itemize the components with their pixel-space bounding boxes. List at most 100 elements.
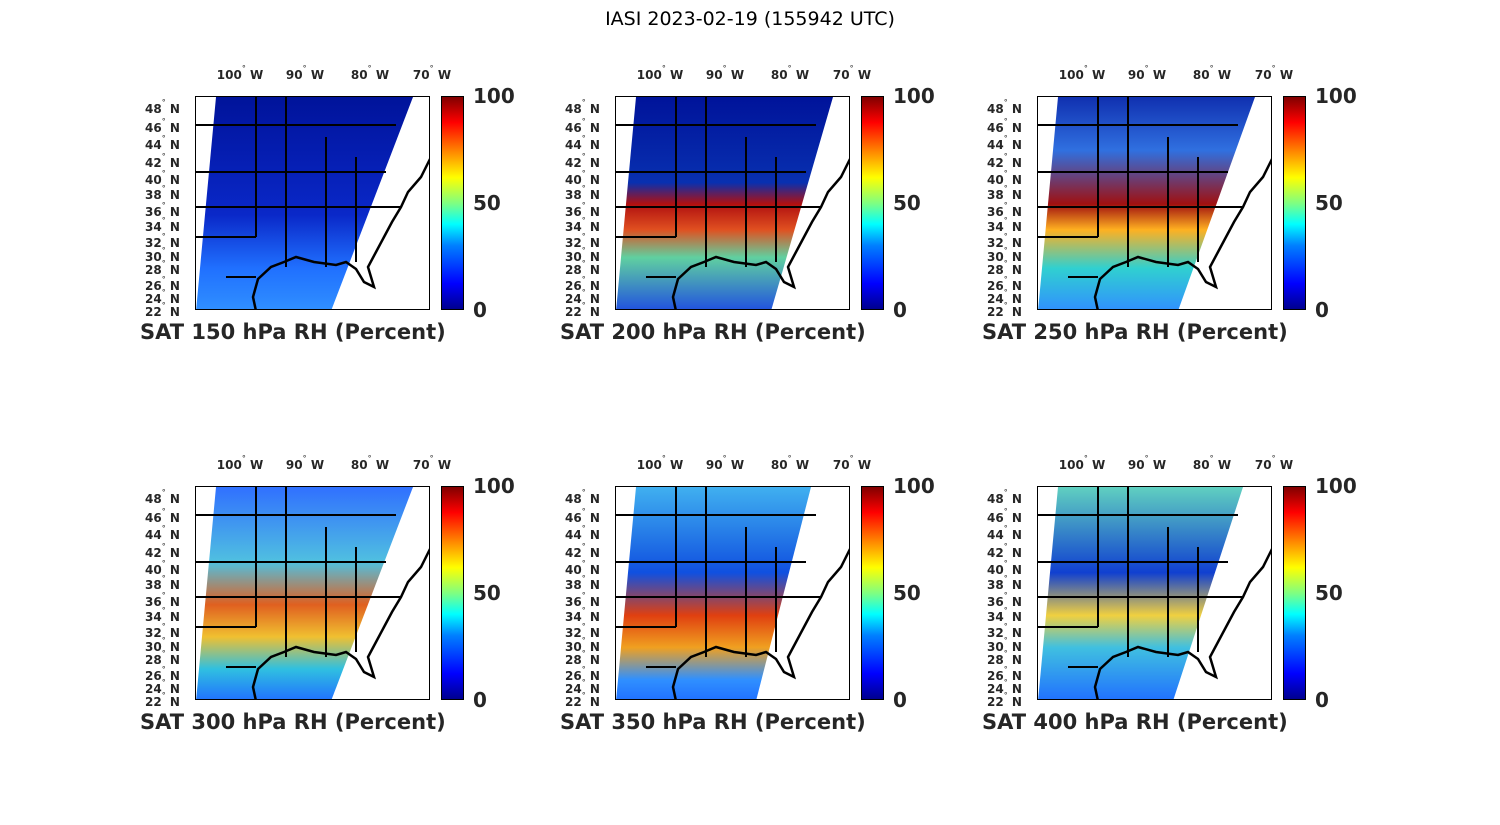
lat-tick-label: 36° N <box>565 591 600 609</box>
lat-tick-label: 44° N <box>145 524 180 542</box>
colorbar-tick-label: 50 <box>473 581 501 605</box>
colorbar <box>441 96 464 310</box>
lat-tick-label: 22° N <box>145 301 180 319</box>
satellite-swath <box>616 97 833 309</box>
colorbar-tick-label: 0 <box>893 298 907 322</box>
lat-tick-label: 44° N <box>565 524 600 542</box>
lat-tick-label: 28° N <box>987 259 1022 277</box>
lat-tick-label: 38° N <box>145 574 180 592</box>
colorbar-tick-label: 100 <box>1315 84 1357 108</box>
lon-tick-label: 90° W <box>1127 64 1167 82</box>
lat-tick-label: 46° N <box>565 117 600 135</box>
lat-tick-label: 32° N <box>565 622 600 640</box>
lat-tick-label: 44° N <box>987 524 1022 542</box>
lat-tick-label: 34° N <box>565 606 600 624</box>
lat-tick-label: 32° N <box>987 232 1022 250</box>
lat-tick-label: 38° N <box>987 184 1022 202</box>
colorbar-tick-label: 50 <box>893 581 921 605</box>
lon-tick-label: 70° W <box>412 454 452 472</box>
lat-tick-label: 32° N <box>145 622 180 640</box>
lat-tick-label: 40° N <box>987 169 1022 187</box>
lat-tick-label: 28° N <box>987 649 1022 667</box>
lat-tick-label: 26° N <box>565 275 600 293</box>
lat-tick-label: 22° N <box>145 691 180 709</box>
lat-tick-label: 26° N <box>987 665 1022 683</box>
colorbar <box>1283 96 1306 310</box>
lat-tick-label: 48° N <box>145 98 180 116</box>
panel-title: SAT 200 hPa RH (Percent) <box>560 320 866 344</box>
lat-tick-label: 48° N <box>565 98 600 116</box>
coastline <box>251 548 429 699</box>
lat-tick-label: 44° N <box>145 134 180 152</box>
lat-tick-label: 22° N <box>565 301 600 319</box>
lat-tick-label: 46° N <box>987 507 1022 525</box>
colorbar-tick-label: 100 <box>893 474 935 498</box>
satellite-swath <box>196 487 413 699</box>
lat-tick-label: 34° N <box>987 606 1022 624</box>
lat-tick-label: 24° N <box>987 288 1022 306</box>
lon-tick-label: 70° W <box>832 64 872 82</box>
colorbar-tick-label: 50 <box>1315 581 1343 605</box>
lat-tick-label: 24° N <box>987 678 1022 696</box>
lat-tick-label: 48° N <box>987 488 1022 506</box>
lon-tick-label: 100° W <box>216 454 264 472</box>
lon-tick-label: 90° W <box>705 64 745 82</box>
colorbar <box>861 96 884 310</box>
lon-tick-label: 90° W <box>285 64 325 82</box>
lat-tick-label: 38° N <box>987 574 1022 592</box>
colorbar-tick-label: 0 <box>1315 688 1329 712</box>
lat-tick-label: 22° N <box>987 301 1022 319</box>
satellite-swath <box>616 487 811 699</box>
lat-tick-label: 24° N <box>145 288 180 306</box>
lat-tick-label: 38° N <box>145 184 180 202</box>
panel-title: SAT 350 hPa RH (Percent) <box>560 710 866 734</box>
colorbar-tick-label: 0 <box>473 298 487 322</box>
lat-tick-label: 36° N <box>987 591 1022 609</box>
lat-tick-label: 34° N <box>145 606 180 624</box>
colorbar <box>441 486 464 700</box>
lon-tick-label: 70° W <box>1254 64 1294 82</box>
state-borders <box>616 487 821 668</box>
lon-tick-label: 70° W <box>1254 454 1294 472</box>
lat-tick-label: 24° N <box>565 678 600 696</box>
lat-tick-label: 30° N <box>145 246 180 264</box>
lat-tick-label: 22° N <box>565 691 600 709</box>
lon-tick-label: 80° W <box>770 64 810 82</box>
lat-tick-label: 24° N <box>565 288 600 306</box>
lat-tick-label: 48° N <box>987 98 1022 116</box>
colorbar-tick-label: 0 <box>893 688 907 712</box>
rh-map <box>195 486 430 700</box>
lat-tick-label: 34° N <box>145 216 180 234</box>
lat-tick-label: 46° N <box>145 117 180 135</box>
lat-tick-label: 28° N <box>565 649 600 667</box>
colorbar-tick-label: 50 <box>1315 191 1343 215</box>
satellite-swath <box>1038 97 1255 309</box>
lat-tick-label: 40° N <box>987 559 1022 577</box>
lat-tick-label: 26° N <box>145 665 180 683</box>
lon-tick-label: 80° W <box>770 454 810 472</box>
lon-tick-label: 100° W <box>636 454 684 472</box>
lat-tick-label: 30° N <box>987 636 1022 654</box>
lat-tick-label: 30° N <box>145 636 180 654</box>
lon-tick-label: 80° W <box>1192 454 1232 472</box>
state-borders <box>196 97 401 278</box>
state-borders <box>1038 97 1243 278</box>
lon-tick-label: 100° W <box>1058 454 1106 472</box>
lat-tick-label: 48° N <box>565 488 600 506</box>
panel-title: SAT 300 hPa RH (Percent) <box>140 710 446 734</box>
lat-tick-label: 26° N <box>565 665 600 683</box>
colorbar-tick-label: 100 <box>473 84 515 108</box>
lat-tick-label: 26° N <box>987 275 1022 293</box>
state-borders <box>196 487 401 668</box>
colorbar-tick-label: 0 <box>1315 298 1329 322</box>
state-borders <box>616 97 821 278</box>
lat-tick-label: 44° N <box>565 134 600 152</box>
lat-tick-label: 42° N <box>565 542 600 560</box>
lat-tick-label: 40° N <box>145 559 180 577</box>
lon-tick-label: 90° W <box>285 454 325 472</box>
colorbar-tick-label: 50 <box>473 191 501 215</box>
colorbar-tick-label: 100 <box>893 84 935 108</box>
map-panel: 100° W 90° W 80° W 70° W 48° N 46° N 44° N 42° … <box>982 450 1382 750</box>
panel-title: SAT 150 hPa RH (Percent) <box>140 320 446 344</box>
rh-map <box>615 486 850 700</box>
